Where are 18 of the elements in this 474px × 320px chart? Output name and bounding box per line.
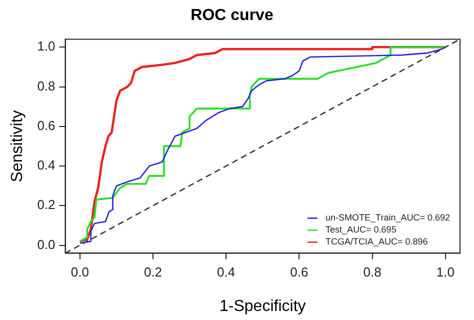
x-tick-label: 1.0 [436,264,454,280]
y-tick-label: 0.0 [37,236,56,252]
y-tick-label: 0.4 [37,158,56,173]
y-tick-label: 1.0 [37,38,56,54]
x-tick-label: 0.8 [363,264,382,280]
legend-label: Test_AUC= 0.695 [326,224,396,235]
x-tick-label: 0.4 [217,264,236,280]
y-tick-label: 0.6 [37,118,56,133]
y-tick-label: 0.8 [37,78,56,94]
legend-label: un-SMOTE_Train_AUC= 0.692 [326,212,450,223]
legend-label: TCGA/TCIA_AUC= 0.896 [326,236,428,247]
y-tick-label: 0.2 [37,197,56,212]
x-tick-label: 0.6 [290,264,308,280]
x-axis-title: 1-Specificity [220,298,306,315]
chart-title: ROC curve [190,7,274,24]
y-axis-title: Sensitivity [9,110,26,182]
x-tick-label: 0.2 [144,264,162,280]
x-tick-label: 0.0 [70,264,89,280]
